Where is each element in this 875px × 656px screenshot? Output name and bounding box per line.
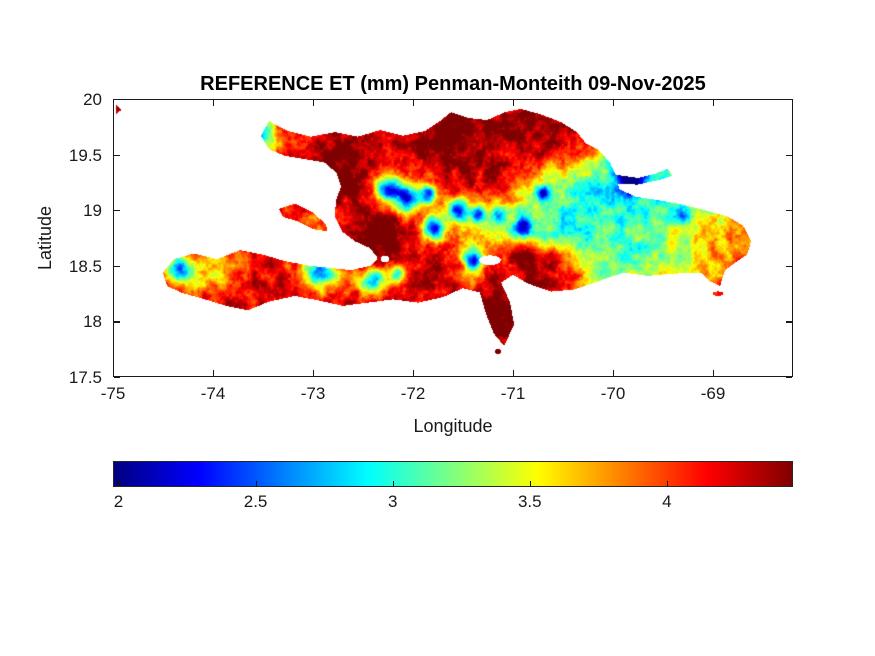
map-axes <box>113 99 793 379</box>
x-tick-mark-top <box>313 100 315 106</box>
x-tick-mark-top <box>213 100 215 106</box>
colorbar-gradient-canvas <box>113 461 793 487</box>
y-tick-mark <box>114 154 120 156</box>
y-tick-label: 19.5 <box>68 145 102 165</box>
y-tick-label: 20 <box>83 90 102 109</box>
x-tick-label: -73 <box>300 384 326 403</box>
colorbar-tick-mark <box>666 481 669 486</box>
x-tick-label: -70 <box>600 384 626 403</box>
x-tick-mark <box>313 370 315 376</box>
y-tick-mark-right <box>786 321 792 323</box>
colorbar-tick-label: 2.5 <box>243 492 268 511</box>
x-tick-mark-top <box>413 100 415 106</box>
y-tick-mark-right <box>786 154 792 156</box>
colorbar-tick-label: 4 <box>662 492 672 511</box>
y-tick-mark-right <box>786 377 792 379</box>
x-tick-mark <box>413 370 415 376</box>
x-tick-mark <box>213 370 215 376</box>
x-tick-label: -71 <box>500 384 526 403</box>
y-tick-label: 17.5 <box>68 368 102 387</box>
x-tick-mark-top <box>513 100 515 106</box>
y-tick-label: 19 <box>83 201 102 221</box>
y-tick-label: 18 <box>83 312 102 332</box>
colorbar <box>113 461 793 487</box>
x-tick-label: -69 <box>700 384 726 403</box>
x-tick-mark <box>713 370 715 376</box>
et-heatmap-canvas <box>113 99 793 377</box>
x-tick-mark <box>113 370 115 376</box>
colorbar-tick-mark <box>392 481 394 486</box>
colorbar-tick-mark <box>118 481 120 486</box>
x-tick-mark-top <box>713 100 715 106</box>
colorbar-tick-label: 3 <box>387 492 398 511</box>
y-axis-label: Latitude <box>35 205 55 271</box>
x-tick-mark-top <box>113 100 115 106</box>
x-tick-mark <box>513 370 515 376</box>
x-tick-mark <box>613 370 615 376</box>
y-tick-mark-right <box>786 99 792 101</box>
y-tick-mark-right <box>786 210 792 212</box>
colorbar-tick-label: 3.5 <box>517 492 542 511</box>
x-tick-label: -74 <box>200 384 226 403</box>
colorbar-tick-label: 2 <box>113 492 124 511</box>
y-tick-mark <box>114 321 120 323</box>
y-tick-mark <box>114 99 120 101</box>
y-tick-mark <box>114 265 120 268</box>
y-tick-mark <box>114 377 120 379</box>
x-tick-mark-top <box>613 100 615 106</box>
y-tick-mark-right <box>786 265 792 268</box>
colorbar-tick-mark <box>255 481 257 486</box>
chart-title: REFERENCE ET (mm) Penman-Monteith 09-Nov… <box>200 73 706 95</box>
y-tick-label: 18.5 <box>68 256 102 276</box>
x-tick-label: -75 <box>100 384 126 403</box>
x-axis-label: Longitude <box>413 416 493 436</box>
y-tick-mark <box>114 210 120 212</box>
colorbar-tick-mark <box>529 481 532 486</box>
x-tick-label: -72 <box>400 384 426 403</box>
